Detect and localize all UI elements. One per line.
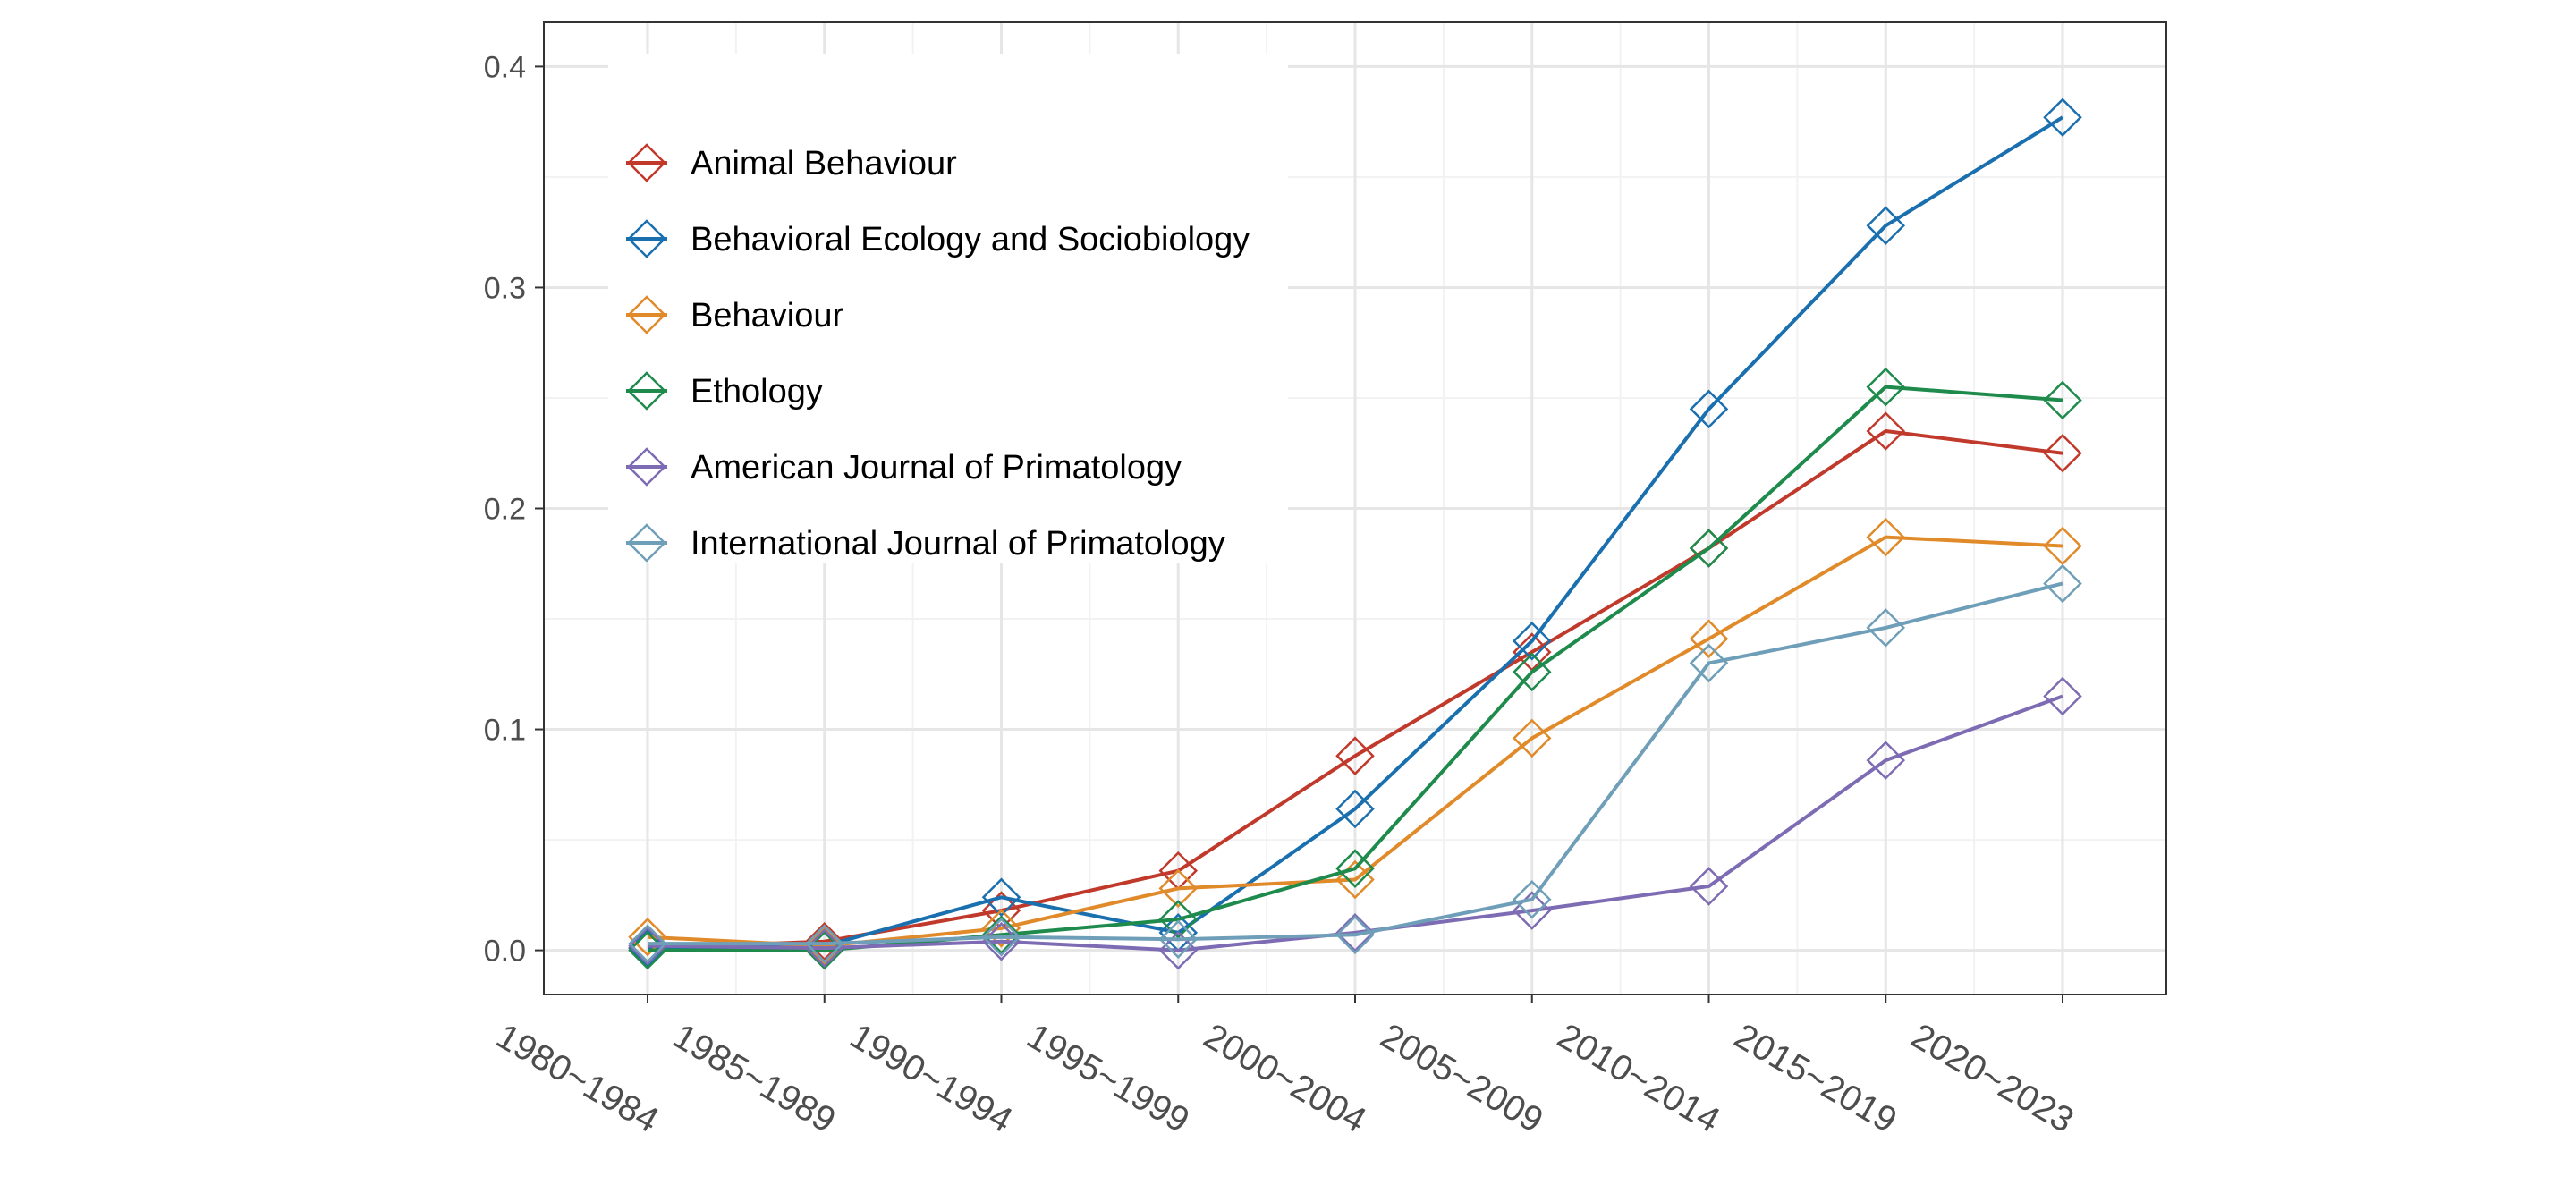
x-tick-label: 1995~1999 (1021, 1016, 1196, 1140)
legend-label: Animal Behaviour (691, 145, 957, 182)
data-point (1689, 619, 1729, 659)
legend-key-marker (627, 371, 666, 411)
data-point (2043, 433, 2082, 473)
data-point (1335, 915, 1375, 955)
data-point (628, 926, 667, 966)
legend-item: Behavioral Ecology and Sociobiology (626, 219, 1250, 258)
data-point (1512, 621, 1552, 661)
y-tick-label: 0.2 (484, 493, 526, 527)
data-point (1689, 867, 1729, 906)
x-tick-label: 2020~2023 (1904, 1016, 2080, 1140)
legend-label: Behavioral Ecology and Sociobiology (691, 221, 1250, 258)
data-point (2043, 97, 2082, 137)
data-point (981, 877, 1021, 918)
x-tick-label: 2010~2014 (1551, 1016, 1726, 1140)
y-tick-label: 0.4 (484, 50, 526, 84)
data-point (804, 924, 844, 963)
legend-label: International Journal of Primatology (691, 525, 1225, 563)
legend-background (608, 54, 1288, 563)
legend-item: Ethology (626, 371, 823, 411)
data-point (1866, 411, 1906, 451)
data-point (1335, 789, 1375, 829)
data-point (628, 918, 667, 957)
data-point (1335, 736, 1375, 775)
data-point (2043, 380, 2082, 420)
data-point (1158, 919, 1199, 960)
data-point (1512, 652, 1552, 692)
data-point (1866, 741, 1906, 780)
legend-key-marker (627, 447, 666, 487)
data-point (1158, 868, 1199, 909)
legend-label: American Journal of Primatology (691, 449, 1182, 487)
data-point (1689, 643, 1729, 683)
legend-key-marker (627, 295, 666, 334)
series-line (648, 581, 2063, 946)
y-tick-label: 0.1 (484, 714, 526, 748)
data-point (804, 921, 844, 961)
series-1 (628, 97, 2082, 968)
y-tick-label: 0.0 (484, 935, 526, 969)
series-5 (628, 563, 2082, 963)
data-point (1335, 849, 1375, 888)
legend-label: Ethology (691, 373, 823, 411)
x-tick-label: 2000~2004 (1197, 1016, 1372, 1140)
legend-item: American Journal of Primatology (626, 447, 1182, 487)
data-point (1866, 517, 1906, 557)
legend-key-marker (627, 523, 666, 563)
legend-item: Behaviour (626, 295, 843, 334)
data-point (981, 918, 1021, 957)
x-tick-label: 1980~1984 (489, 1016, 665, 1140)
data-point (981, 915, 1021, 955)
legend: Animal Behaviour Behavioral Ecology and S… (608, 54, 1288, 563)
data-point (1512, 880, 1552, 919)
data-point (1866, 367, 1906, 407)
data-point (2043, 676, 2082, 716)
legend-label: Behaviour (691, 297, 843, 334)
data-point (981, 909, 1021, 948)
data-point (1866, 206, 1906, 246)
data-point (1512, 718, 1552, 758)
x-tick-label: 1985~1989 (666, 1016, 842, 1140)
data-point (1335, 913, 1375, 952)
x-tick-label: 2005~2009 (1374, 1016, 1549, 1140)
series-line (647, 115, 2064, 951)
x-tick-label: 2015~2019 (1728, 1016, 1903, 1140)
data-point (2043, 526, 2082, 566)
legend-item: Animal Behaviour (626, 143, 957, 182)
data-point (628, 924, 667, 963)
legend-item: International Journal of Primatology (626, 523, 1225, 563)
data-point (804, 926, 844, 966)
legend-key-marker (627, 219, 666, 258)
y-tick-label: 0.3 (484, 271, 526, 305)
legend-key-marker (627, 143, 666, 182)
series-line (647, 694, 2063, 952)
data-point (1158, 900, 1199, 939)
data-point (2043, 563, 2082, 604)
data-point (1689, 529, 1729, 568)
data-point (1689, 389, 1729, 429)
x-tick-label: 1990~1994 (843, 1016, 1019, 1140)
data-point (1866, 608, 1906, 648)
series-layer (628, 97, 2082, 970)
